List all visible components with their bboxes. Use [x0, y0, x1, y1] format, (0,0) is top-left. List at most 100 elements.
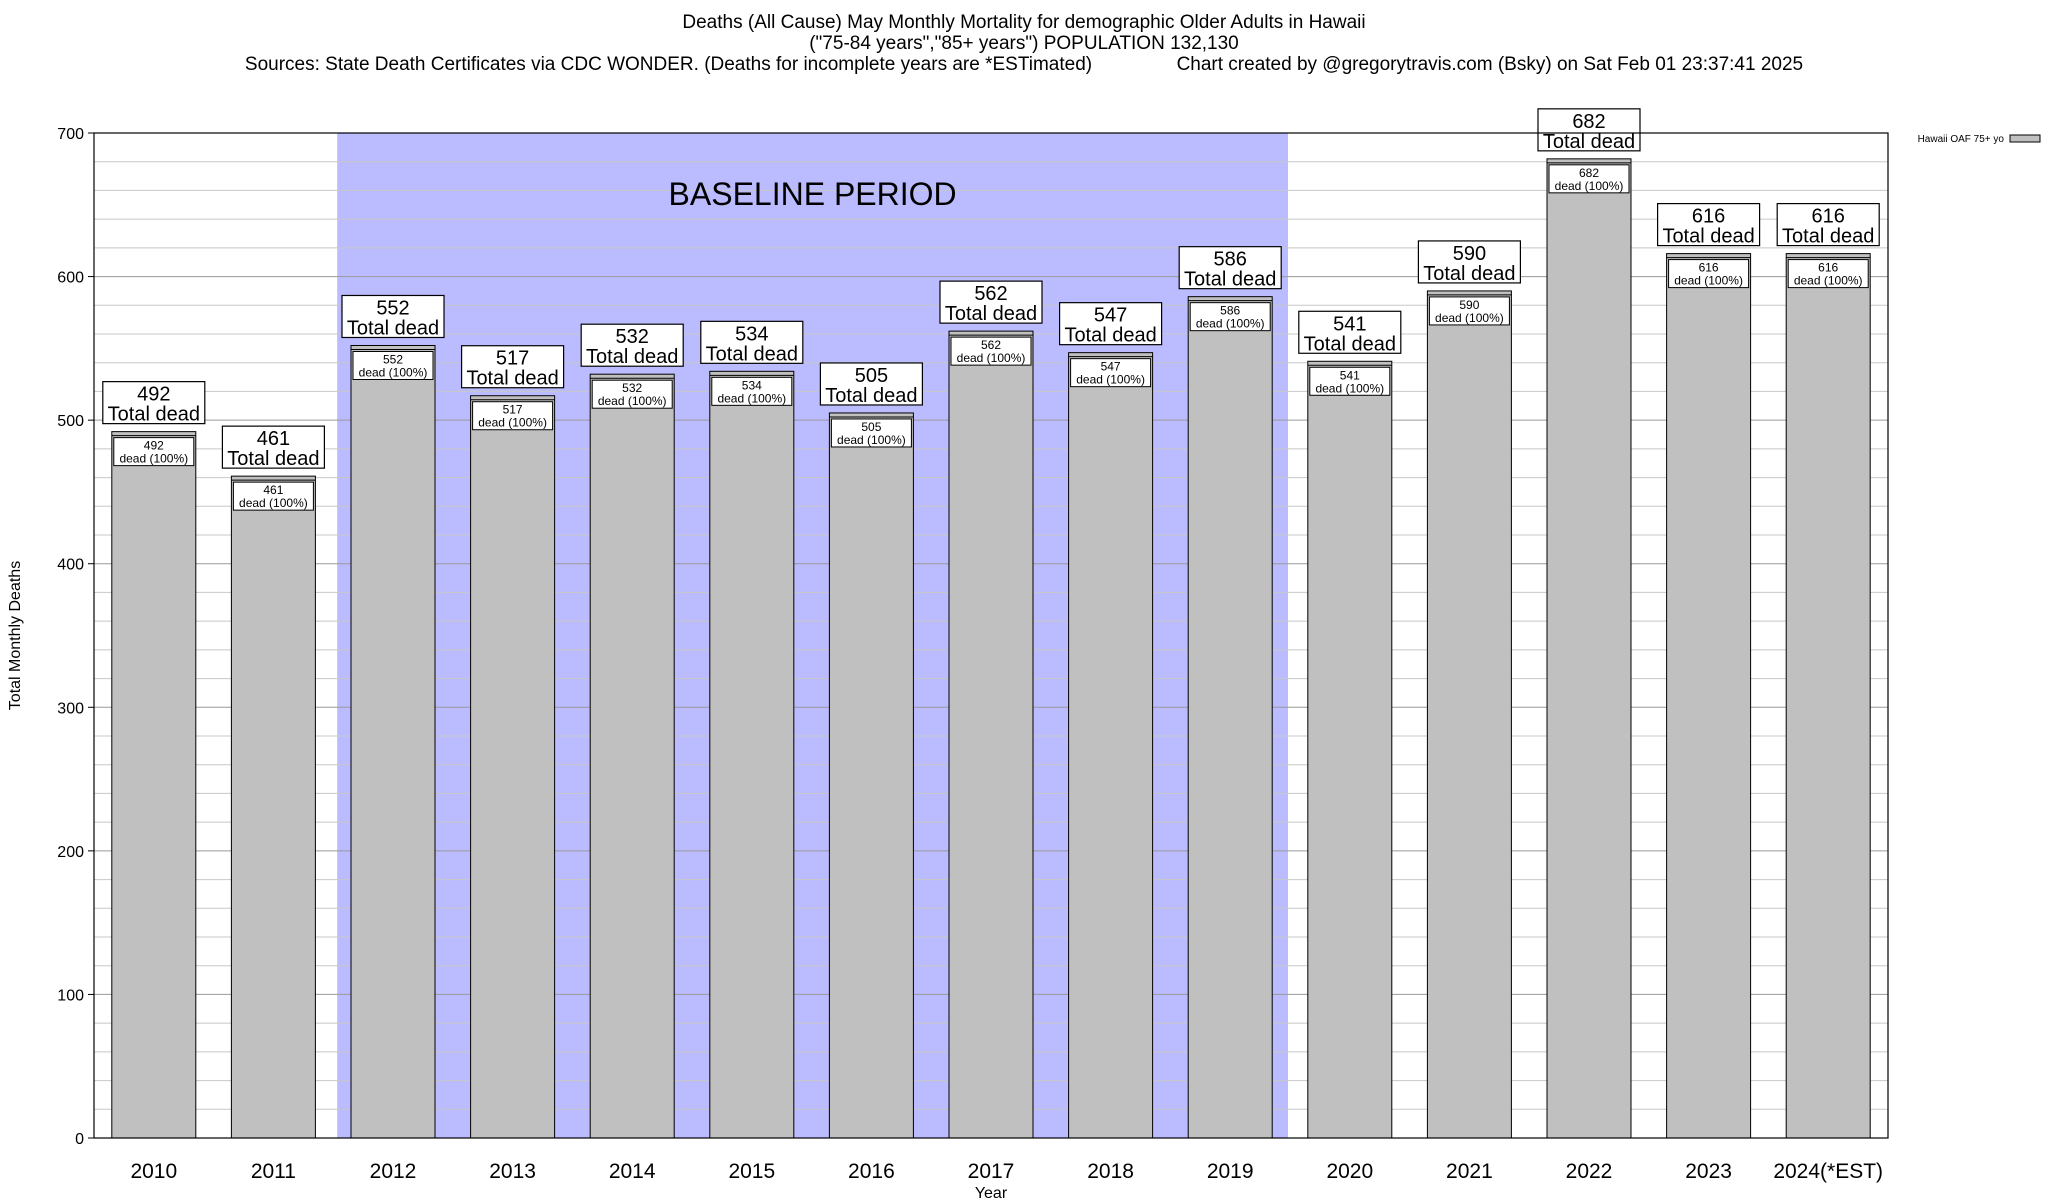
- bar-2011: [230, 475, 316, 1139]
- bar-2016: [828, 412, 914, 1139]
- inner-value-label: 461: [263, 483, 283, 497]
- x-tick-label-2021: 2021: [1446, 1160, 1493, 1183]
- inner-label-box-2016: [830, 418, 912, 448]
- total-value-label: 616: [1692, 206, 1725, 228]
- bar-2013: [470, 395, 556, 1139]
- inner-percent-label: dead (100%): [957, 351, 1026, 365]
- x-tick-label-2022: 2022: [1566, 1160, 1613, 1183]
- total-dead-label: Total dead: [1064, 325, 1156, 347]
- inner-label-box-2022: [1548, 164, 1630, 194]
- inner-percent-label: dead (100%): [119, 452, 188, 466]
- inner-value-label: 590: [1459, 298, 1479, 312]
- total-dead-label: Total dead: [347, 317, 439, 339]
- inner-value-label: 517: [503, 403, 523, 417]
- total-label-box-2020: [1298, 310, 1402, 354]
- total-dead-label: Total dead: [1304, 333, 1396, 355]
- total-value-label: 616: [1812, 206, 1845, 228]
- x-tick-label-2018: 2018: [1087, 1160, 1134, 1183]
- y-tick-label-500: 500: [57, 413, 84, 430]
- y-axis-title: Total Monthly Deaths: [7, 561, 24, 710]
- total-dead-label: Total dead: [825, 385, 917, 407]
- total-value-label: 682: [1572, 111, 1605, 133]
- inner-percent-label: dead (100%): [478, 416, 547, 430]
- x-tick-label-2011: 2011: [251, 1160, 296, 1183]
- inner-label-box-2011: [232, 481, 314, 511]
- inner-value-label: 616: [1699, 261, 1719, 275]
- total-label-box-2017: [939, 280, 1043, 324]
- inner-percent-label: dead (100%): [1794, 274, 1863, 288]
- inner-value-label: 586: [1220, 304, 1240, 318]
- inner-percent-label: dead (100%): [598, 394, 667, 408]
- inner-label-box-2019: [1189, 302, 1271, 332]
- bar-2017: [948, 330, 1034, 1139]
- bar-2015: [709, 370, 795, 1139]
- bar-2024(*EST): [1785, 253, 1871, 1139]
- total-dead-label: Total dead: [1184, 269, 1276, 291]
- inner-label-box-2013: [472, 401, 554, 431]
- inner-value-label: 547: [1101, 360, 1121, 374]
- inner-percent-label: dead (100%): [1435, 311, 1504, 325]
- x-tick-label-2020: 2020: [1326, 1160, 1373, 1183]
- total-dead-label: Total dead: [1782, 226, 1874, 248]
- bar-2014: [589, 373, 675, 1139]
- x-tick-label-2023: 2023: [1685, 1160, 1732, 1183]
- y-tick-label-300: 300: [57, 700, 84, 717]
- inner-label-box-2018: [1070, 358, 1152, 388]
- total-value-label: 461: [257, 428, 290, 450]
- total-value-label: 534: [735, 323, 768, 345]
- total-label-box-2011: [221, 425, 325, 469]
- x-tick-label-2014: 2014: [609, 1160, 656, 1183]
- total-value-label: 586: [1214, 249, 1247, 271]
- x-tick-label-2012: 2012: [370, 1160, 417, 1183]
- inner-percent-label: dead (100%): [359, 365, 428, 379]
- y-tick-label-400: 400: [57, 557, 84, 574]
- x-tick-label-2010: 2010: [130, 1160, 177, 1183]
- inner-value-label: 616: [1818, 261, 1838, 275]
- inner-label-box-2024(*EST): [1787, 259, 1869, 289]
- y-tick-label-600: 600: [57, 270, 84, 287]
- inner-label-box-2014: [591, 379, 673, 409]
- bar-2019: [1187, 296, 1273, 1139]
- inner-percent-label: dead (100%): [717, 391, 786, 405]
- total-label-box-2015: [700, 320, 804, 364]
- inner-label-box-2015: [711, 376, 793, 406]
- inner-label-box-2021: [1428, 296, 1510, 326]
- total-label-box-2021: [1417, 240, 1522, 284]
- inner-percent-label: dead (100%): [1196, 317, 1265, 331]
- total-dead-label: Total dead: [108, 404, 200, 426]
- total-value-label: 517: [496, 348, 529, 370]
- inner-value-label: 552: [383, 352, 403, 366]
- chart-subtitle: ("75-84 years","85+ years") POPULATION 1…: [809, 33, 1239, 54]
- x-tick-label-2017: 2017: [968, 1160, 1015, 1183]
- bar-2021: [1426, 290, 1512, 1139]
- total-label-box-2010: [102, 381, 206, 425]
- total-value-label: 492: [137, 384, 170, 406]
- bar-2022: [1546, 158, 1632, 1139]
- legend-swatch: [2009, 134, 2041, 143]
- total-label-box-2013: [461, 345, 565, 389]
- inner-value-label: 492: [144, 439, 164, 453]
- total-label-box-2012: [341, 294, 445, 339]
- total-dead-label: Total dead: [227, 448, 319, 470]
- total-label-box-2024(*EST): [1776, 203, 1880, 247]
- y-tick-label-200: 200: [57, 844, 84, 861]
- x-axis-title: Year: [975, 1185, 1008, 1200]
- total-value-label: 532: [616, 326, 649, 348]
- x-tick-label-2015: 2015: [728, 1160, 775, 1183]
- legend-label: Hawaii OAF 75+ yo: [1918, 134, 2005, 145]
- chart-titles: Deaths (All Cause) May Monthly Mortality…: [0, 12, 2048, 75]
- total-value-label: 541: [1333, 313, 1366, 335]
- plot-frame: [93, 132, 1889, 1139]
- total-dead-label: Total dead: [1423, 263, 1515, 285]
- bar-2023: [1666, 253, 1752, 1139]
- bar-2012: [350, 344, 436, 1139]
- inner-value-label: 562: [981, 338, 1001, 352]
- inner-percent-label: dead (100%): [1315, 381, 1384, 395]
- total-label-box-2023: [1656, 203, 1761, 247]
- y-tick-label-0: 0: [75, 1131, 84, 1148]
- inner-percent-label: dead (100%): [1674, 274, 1743, 288]
- inner-percent-label: dead (100%): [1555, 179, 1624, 193]
- inner-percent-label: dead (100%): [1076, 373, 1145, 387]
- total-value-label: 505: [855, 365, 888, 387]
- y-tick-label-700: 700: [57, 126, 84, 143]
